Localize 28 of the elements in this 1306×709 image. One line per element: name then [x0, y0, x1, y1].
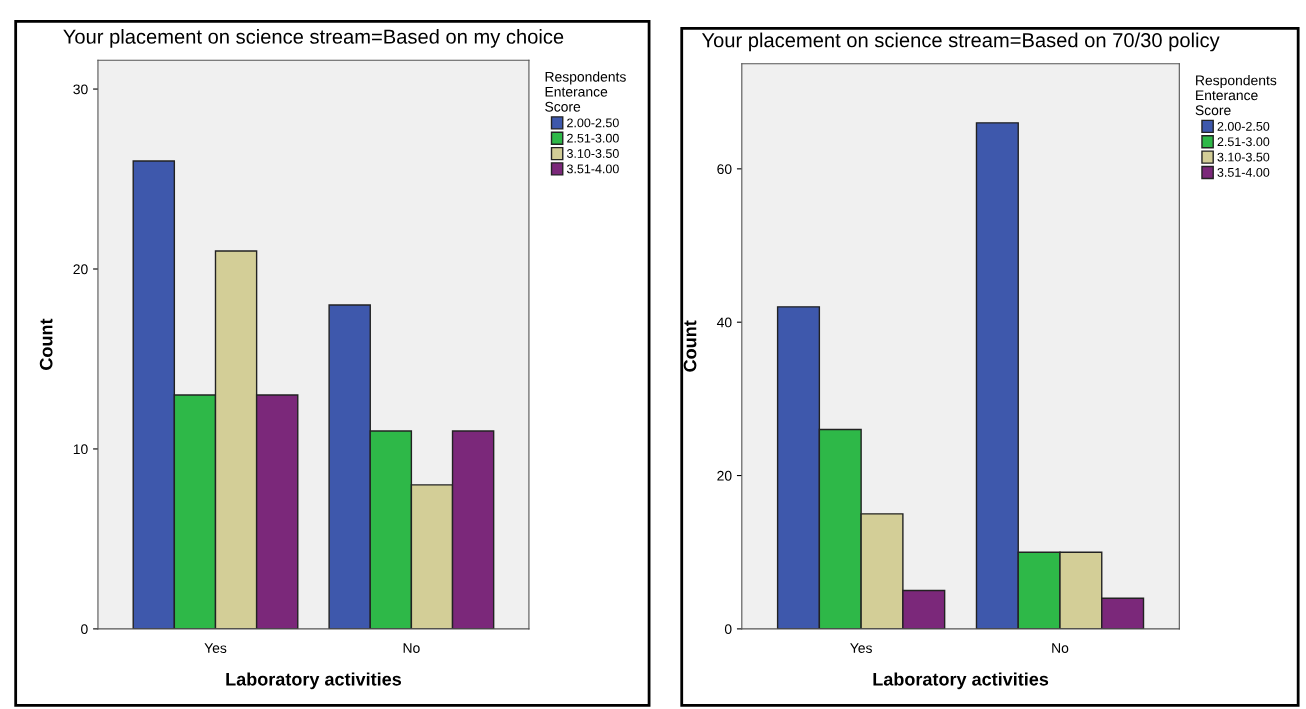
chart-title: Your placement on science stream=Based on my choice [63, 29, 564, 48]
x-tick-label: Yes [850, 643, 872, 653]
y-axis-title: Count [683, 320, 697, 372]
x-axis-title: Laboratory activities [873, 672, 1049, 690]
y-tick-label: 30 [73, 84, 88, 95]
legend-title: Respondents Enterance Score [545, 71, 626, 112]
y-tick-label: 0 [81, 624, 88, 635]
y-tick-label: 10 [73, 444, 88, 455]
legend-label: 2.00-2.50 [567, 118, 619, 128]
legend-label: 3.51-4.00 [566, 164, 619, 174]
y-axis-title: Count [39, 318, 53, 370]
legend-title: Respondents Enterance Score [1195, 75, 1277, 116]
legend-label: 3.51-4.00 [1217, 167, 1270, 177]
x-tick-label: Yes [204, 643, 227, 653]
x-tick-label: No [1052, 643, 1069, 653]
legend-label: 2.00-2.50 [1217, 121, 1270, 131]
x-tick-label: No [403, 643, 420, 653]
y-tick-label: 0 [724, 624, 732, 635]
x-axis-title: Laboratory activities [226, 672, 402, 690]
y-tick-label: 20 [73, 264, 88, 275]
y-tick-label: 60 [717, 164, 732, 175]
chart-title: Your placement on science stream=Based on 70/30 policy [701, 32, 1220, 52]
legend-label: 2.51-3.00 [567, 133, 619, 143]
legend-label: 3.10-3.50 [1217, 152, 1270, 162]
legend-label: 2.51-3.00 [1217, 137, 1270, 147]
legend-label: 3.10-3.50 [566, 149, 619, 158]
y-tick-label: 40 [716, 317, 732, 328]
y-tick-label: 20 [717, 470, 732, 481]
